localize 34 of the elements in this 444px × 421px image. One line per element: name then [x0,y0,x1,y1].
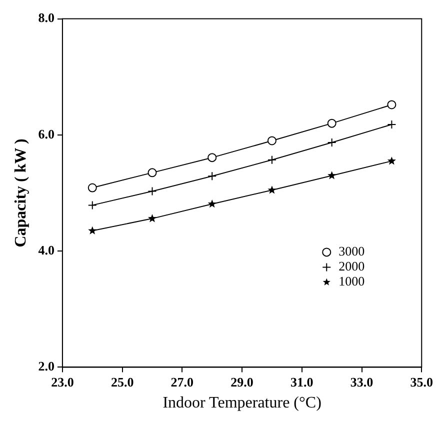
point [208,172,217,181]
x-tick-label: 23.0 [51,374,74,390]
point [88,183,97,192]
y-tick-label: 6.0 [38,126,54,142]
point [148,214,157,222]
point [148,186,157,196]
point [387,156,396,165]
y-tick-label: 4.0 [38,242,54,258]
point [387,120,396,129]
point [208,153,217,162]
point [208,200,216,208]
point [267,155,276,164]
x-tick-label: 33.0 [350,374,374,390]
point [268,186,276,194]
point [328,171,336,180]
point [88,226,97,234]
y-tick-label: 2.0 [38,358,54,374]
legend-label: 1000 [338,274,365,289]
legend-label: 3000 [338,244,365,259]
x-axis-title: Indoor Temperature (°C) [162,394,322,412]
point [267,136,276,146]
point [327,138,336,147]
x-tick-label: 29.0 [230,374,254,390]
x-tick-label: 25.0 [110,374,134,390]
x-tick-label: 27.0 [170,374,194,390]
y-tick-label: 8.0 [38,10,54,26]
legend-label: 2000 [338,258,365,274]
point [327,118,336,128]
point [387,100,396,110]
y-axis-title: Capacity ( kW ) [12,138,30,248]
point [148,168,157,178]
point [88,200,97,210]
x-tick-label: 35.0 [410,374,433,390]
x-tick-label: 31.0 [290,374,314,390]
